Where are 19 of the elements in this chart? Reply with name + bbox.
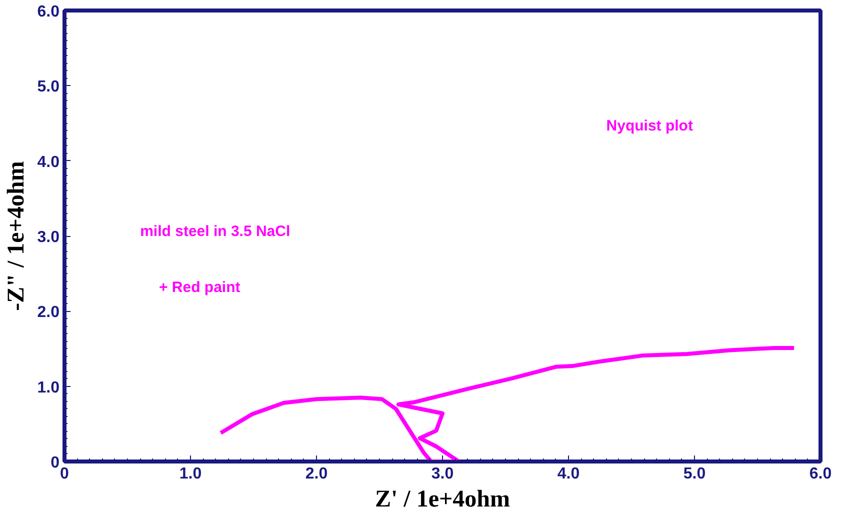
annotation: + Red paint: [159, 279, 240, 296]
y-tick-label: 4.0: [37, 154, 60, 171]
y-axis-title: -Z" / 1e+4ohm: [3, 161, 30, 311]
annotation: Nyquist plot: [606, 118, 693, 135]
line-series: [218, 346, 796, 462]
y-tick-label: 6.0: [37, 4, 60, 20]
x-tick-label: 3.0: [431, 466, 454, 482]
x-tick-label: 5.0: [683, 466, 706, 482]
y-tick-label: 5.0: [37, 78, 60, 96]
y-tick-label: 0: [50, 454, 60, 472]
x-tick-label: 4.0: [557, 466, 580, 482]
x-axis-title: Z' / 1e+4ohm: [374, 486, 510, 512]
y-tick-label: 3.0: [37, 229, 60, 246]
annotation: mild steel in 3.5 NaCl: [140, 222, 290, 240]
y-tick-label: 1.0: [37, 379, 60, 396]
x-tick-label: 1.0: [179, 466, 202, 482]
x-tick-label: 6.0: [809, 466, 832, 482]
x-tick-label: 2.0: [305, 466, 328, 482]
y-tick-label: 2.0: [37, 304, 60, 322]
